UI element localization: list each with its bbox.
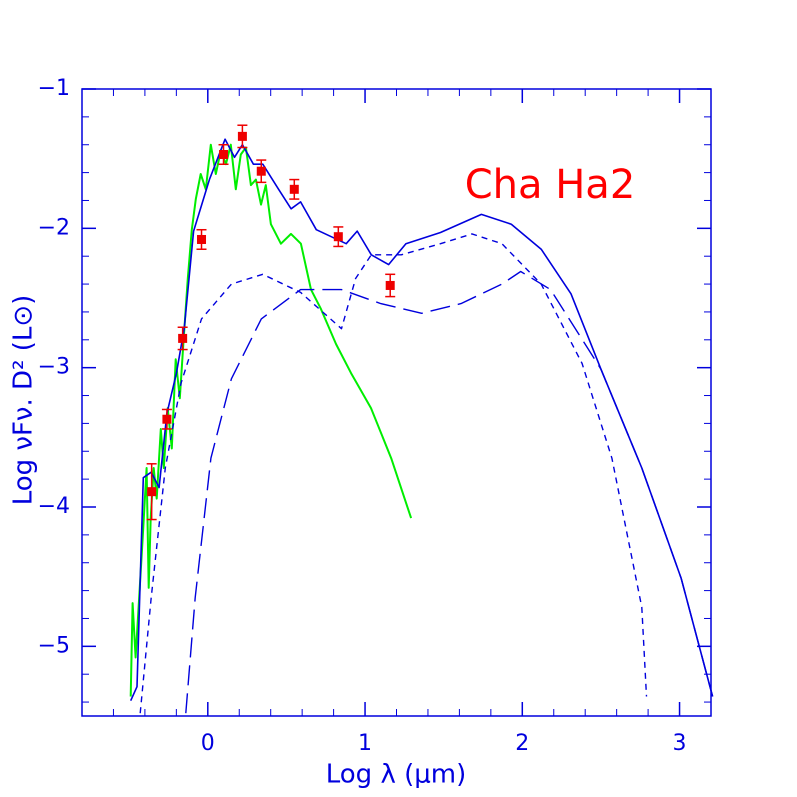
y-tick-label: −5: [38, 633, 70, 658]
annotation: Cha Ha2: [465, 162, 636, 208]
model-line: [129, 143, 413, 697]
data-point: [162, 414, 172, 424]
data-point: [237, 131, 247, 141]
data-point: [256, 166, 266, 176]
y-tick-label: −4: [38, 494, 70, 519]
data-point: [178, 333, 188, 343]
y-axis-label: Log νFν. D² (L⊙): [9, 295, 39, 506]
x-tick-label: 0: [201, 731, 215, 756]
y-tick-label: −2: [38, 215, 70, 240]
x-tick-label: 3: [673, 731, 687, 756]
data-point: [289, 184, 299, 194]
model-line: [185, 270, 714, 714]
model-line: [139, 233, 648, 714]
y-tick-label: −1: [38, 76, 70, 101]
data-point: [333, 232, 343, 242]
data-point: [385, 280, 395, 290]
data-point: [219, 149, 229, 159]
y-tick-label: −3: [38, 355, 70, 380]
x-axis-label: Log λ (μm): [326, 760, 467, 790]
data-point: [197, 234, 207, 244]
data-point: [147, 487, 157, 497]
x-tick-label: 2: [515, 731, 529, 756]
x-tick-label: 1: [358, 731, 372, 756]
model-line: [129, 138, 714, 702]
